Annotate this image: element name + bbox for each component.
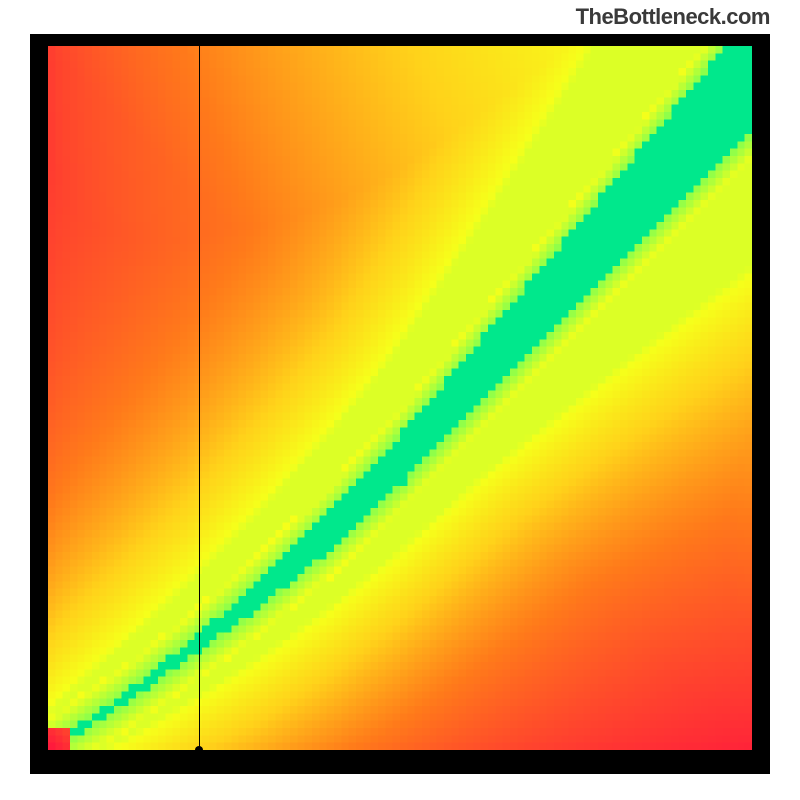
watermark-text: TheBottleneck.com xyxy=(576,4,770,30)
heatmap-canvas xyxy=(48,46,752,750)
marker-dot xyxy=(195,746,203,754)
marker-vertical-line xyxy=(199,46,200,750)
plot-frame xyxy=(30,34,770,774)
chart-container: TheBottleneck.com xyxy=(0,0,800,800)
